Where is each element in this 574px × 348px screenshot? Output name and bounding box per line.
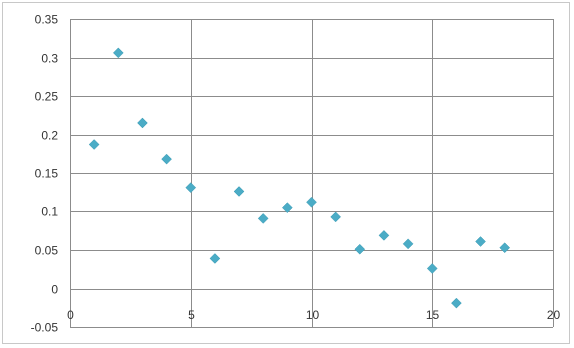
- data-point: [257, 213, 269, 224]
- data-point: [475, 236, 486, 247]
- y-tick-label: 0.3: [41, 52, 58, 66]
- y-tick-label: 0.35: [35, 13, 59, 27]
- y-tick-label: 0.25: [35, 90, 59, 104]
- data-point: [354, 243, 366, 255]
- x-tick-label: 10: [306, 308, 320, 322]
- data-point: [330, 211, 342, 223]
- data-point: [499, 242, 511, 254]
- data-point: [233, 186, 245, 197]
- tick-labels: -0.05 0 0.05 0.1 0.15 0.2 0.25 0.3 0.35 0 5 10 15 20: [31, 13, 561, 335]
- data-point: [306, 196, 317, 208]
- y-tick-label: 0.1: [41, 205, 58, 219]
- y-tick-label: 0.05: [35, 244, 59, 258]
- data-point: [185, 182, 197, 193]
- data-point: [209, 253, 221, 264]
- x-tick-label: 5: [188, 308, 195, 322]
- data-point: [426, 263, 438, 274]
- y-tick-label: 0.15: [35, 167, 59, 181]
- y-tick-label: 0: [51, 283, 58, 297]
- data-point: [378, 230, 390, 241]
- x-tick-label: 20: [547, 308, 561, 322]
- y-tick-label: -0.05: [31, 321, 59, 335]
- gridlines: [70, 19, 554, 328]
- x-tick-label: 0: [67, 308, 74, 322]
- data-point: [137, 117, 148, 129]
- x-tick-label: 15: [426, 308, 440, 322]
- data-point: [88, 139, 100, 150]
- data-point: [112, 47, 124, 59]
- data-point: [161, 153, 172, 165]
- data-point: [402, 238, 414, 250]
- data-points: [88, 47, 511, 309]
- data-point: [451, 297, 462, 309]
- data-point: [281, 202, 293, 214]
- y-tick-label: 0.2: [41, 129, 58, 143]
- axes: [70, 19, 553, 327]
